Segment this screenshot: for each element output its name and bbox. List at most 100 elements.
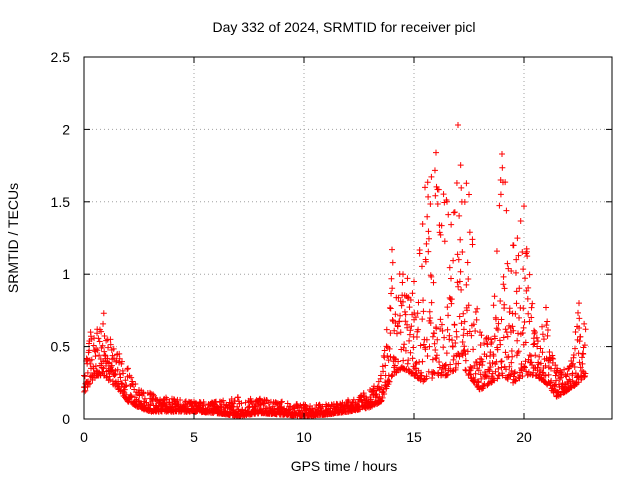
data-point [409,355,416,362]
data-point [491,377,498,384]
data-point [460,310,467,317]
data-point [402,311,409,318]
data-point [544,327,551,334]
data-point [456,353,463,360]
data-point [512,378,519,385]
data-point [404,324,411,331]
data-point [445,211,452,218]
data-point [141,395,148,402]
data-point [581,320,588,327]
data-point [451,209,458,216]
data-point-peak [213,398,219,405]
data-point [123,382,130,389]
data-point [508,268,515,275]
data-point [472,308,479,315]
data-point [510,327,517,334]
data-point [397,312,404,319]
plot-frame [83,56,613,420]
data-point [421,376,428,383]
data-point [419,221,426,228]
data-point [431,330,438,337]
data-point [418,263,425,270]
data-point [100,320,107,327]
data-point [413,333,420,340]
data-point [520,324,527,331]
data-point [501,301,508,308]
data-point [399,298,406,305]
data-point [457,162,464,169]
data-point-peak [191,398,197,405]
data-point [82,387,89,394]
data-point [539,331,546,338]
data-point [409,290,416,297]
data-point [382,362,389,369]
data-point [396,318,403,325]
data-point [120,370,127,377]
data-point [423,336,430,343]
data-point [373,390,380,397]
data-point [118,358,125,365]
data-point [398,302,405,309]
data-point [407,327,414,334]
data-point-peak [257,395,263,402]
data-point-peak [125,365,131,372]
data-point [494,346,501,353]
data-point [115,378,122,385]
data-point-peak [582,326,589,333]
data-point [86,347,93,354]
data-point [459,249,466,256]
data-point [496,202,503,209]
data-point [502,326,509,333]
data-point [512,269,519,276]
data-point [426,343,433,350]
data-point [352,400,359,407]
data-point [446,332,453,339]
data-point-peak [521,203,527,210]
data-point [521,364,528,371]
data-point [98,328,105,335]
data-point [491,335,498,342]
data-point [463,281,470,288]
data-point [561,366,568,373]
data-point [576,315,583,322]
data-point [446,264,453,271]
data-point [536,353,543,360]
data-point-peak [94,326,101,333]
data-point [427,314,434,321]
data-point [412,360,419,367]
data-point [459,352,466,359]
data-point-peak [554,365,560,372]
data-point [424,179,431,186]
data-point [500,334,507,341]
data-point [491,293,498,300]
data-point [579,360,586,367]
data-point [110,345,117,352]
data-point [500,281,507,288]
data-point [495,365,502,372]
data-point [122,377,129,384]
data-point [84,369,91,376]
data-point [520,266,527,273]
data-point [107,341,114,348]
data-point [484,381,491,388]
data-point [395,294,402,301]
data-point [389,316,396,323]
data-point [381,354,388,361]
data-point [132,381,139,388]
data-point [564,370,571,377]
data-point [525,284,532,291]
data-point [392,311,399,318]
data-point [274,400,281,407]
data-point-peak [510,242,516,249]
data-point-peak [477,329,483,336]
data-point [393,330,400,337]
data-point [428,273,435,280]
data-point [415,299,422,306]
data-point [433,325,440,332]
data-point-peak [532,329,538,336]
data-point-peak [499,151,505,158]
data-point [474,305,481,312]
data-point [408,323,415,330]
data-point [432,347,439,354]
data-point [109,367,116,374]
